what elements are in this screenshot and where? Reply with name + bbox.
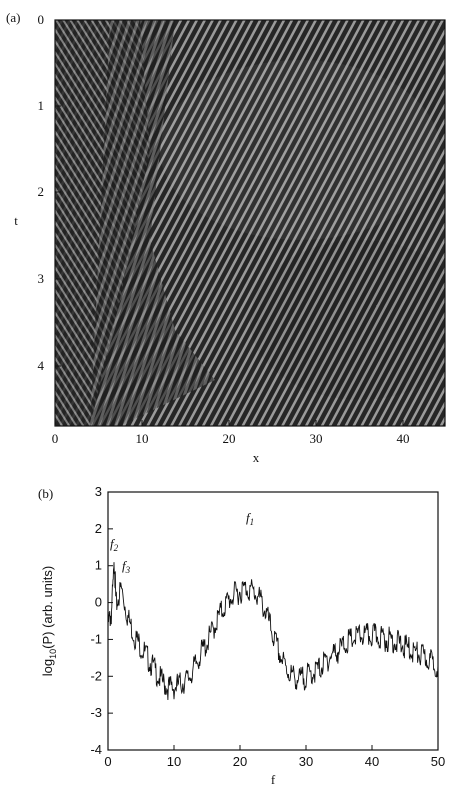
x-tick-label: 20 [233,754,247,769]
y-tick-label: 2 [95,521,102,536]
y-tick-label: 0 [38,12,45,27]
y-tick-label: 3 [95,484,102,499]
annotation-f1: f1 [246,510,254,527]
spectrum-line [107,562,439,701]
x-tick-label: 40 [397,431,410,446]
x-axis-label: x [253,450,260,465]
y-tick-label: 2 [38,184,45,199]
x-tick-label: 0 [104,754,111,769]
x-tick-label: 30 [299,754,313,769]
x-tick-label: 0 [52,431,59,446]
plot-frame [107,491,439,751]
x-tick-label: 40 [365,754,379,769]
x-tick-label: 30 [310,431,323,446]
y-tick-label: 3 [38,271,45,286]
y-tick-label: -2 [90,668,102,683]
annotation-f3: f3 [122,558,131,575]
y-tick-label: 1 [95,558,102,573]
y-axis-label: log10(P) (arb. units) [40,566,58,676]
annotation-f2: f2 [110,536,119,553]
x-tick-label: 50 [431,754,445,769]
x-axis-label: f [271,772,276,787]
y-tick-label: -3 [90,705,102,720]
y-tick-label: -1 [90,631,102,646]
y-tick-label: -4 [90,742,102,757]
y-tick-label: 1 [38,98,45,113]
y-axis-label: t [14,213,18,228]
x-tick-label: 10 [136,431,149,446]
y-tick-label: 0 [95,595,102,610]
x-tick-label: 20 [223,431,236,446]
x-tick-label: 10 [167,754,181,769]
y-tick-label: 4 [38,358,45,373]
panel-a-plot: 0 10 20 30 40 0 1 2 3 4 x t [14,12,446,465]
panel-a-label: (a) [6,10,21,25]
panel-b-label: (b) [38,486,54,501]
